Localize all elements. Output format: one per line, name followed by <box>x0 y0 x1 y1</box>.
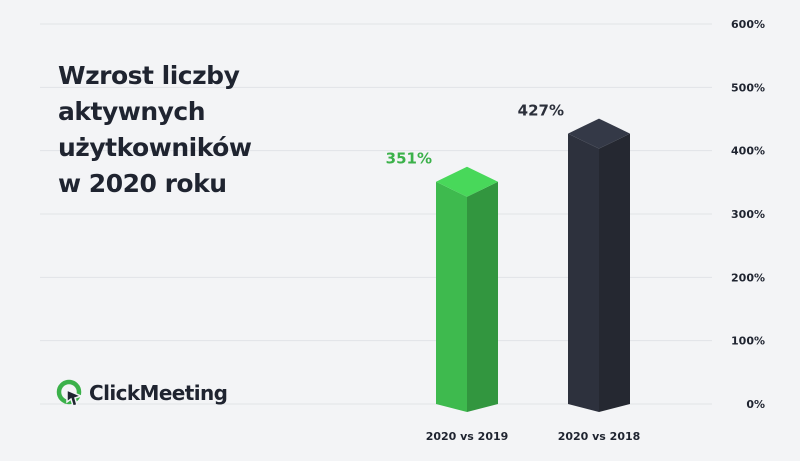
title-line-1: Wzrost liczby <box>58 61 240 90</box>
title-line-4: w 2020 roku <box>58 169 227 198</box>
bar-right-face <box>599 133 630 413</box>
bar-right-face <box>467 181 498 412</box>
logo-text: ClickMeeting <box>89 381 228 405</box>
title-line-3: użytkowników <box>58 133 252 162</box>
y-tick-label: 300% <box>731 208 765 221</box>
bar-top-face <box>436 166 498 197</box>
x-category-label: 2020 vs 2019 <box>426 430 509 443</box>
chart-title: Wzrost liczby aktywnych użytkowników w 2… <box>58 58 358 202</box>
clickmeeting-logo-icon <box>56 379 84 407</box>
clickmeeting-logo: ClickMeeting <box>55 378 228 408</box>
y-tick-label: 400% <box>731 145 765 158</box>
bar-top-face <box>568 118 630 149</box>
y-tick-label: 600% <box>731 18 765 31</box>
bar-value-label: 351% <box>386 150 432 168</box>
title-line-2: aktywnych <box>58 97 206 126</box>
y-tick-label: 0% <box>746 398 765 411</box>
bar-left-face <box>436 181 467 412</box>
y-tick-label: 100% <box>731 335 765 348</box>
bar-left-face <box>568 133 599 413</box>
x-category-label: 2020 vs 2018 <box>558 430 641 443</box>
y-tick-label: 500% <box>731 81 765 94</box>
bar-value-label: 427% <box>518 102 564 120</box>
y-tick-label: 200% <box>731 271 765 284</box>
